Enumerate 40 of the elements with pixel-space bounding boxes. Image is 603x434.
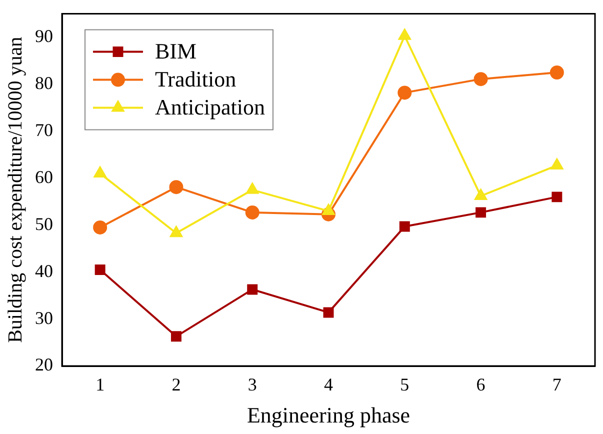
point <box>474 189 487 200</box>
point <box>247 284 258 295</box>
point <box>94 264 106 275</box>
point <box>398 28 411 40</box>
y-tick-label: 30 <box>35 308 53 328</box>
y-tick-label: 50 <box>35 214 53 234</box>
x-tick-label: 5 <box>400 374 410 395</box>
y-tick-label: 70 <box>35 120 53 140</box>
y-tick-label: 90 <box>35 26 53 46</box>
x-axis-title: Engineering phase <box>246 402 410 428</box>
point <box>322 204 335 216</box>
point <box>246 182 259 194</box>
point <box>170 331 182 342</box>
point <box>398 86 412 100</box>
point <box>245 205 260 220</box>
point <box>94 166 106 178</box>
x-tick-label: 2 <box>172 374 181 395</box>
x-tick-label: 4 <box>324 374 333 395</box>
point <box>323 307 334 318</box>
point <box>476 207 486 218</box>
x-tick-label: 3 <box>248 374 257 395</box>
point <box>552 192 562 202</box>
x-tick-label: 7 <box>552 374 562 395</box>
point <box>550 66 564 80</box>
legend-label: Anticipation <box>155 94 265 120</box>
x-tick-label: 1 <box>96 374 105 395</box>
point <box>399 221 410 232</box>
y-tick-label: 40 <box>35 260 53 281</box>
legend-label: Tradition <box>155 66 236 92</box>
point <box>93 220 108 234</box>
legend-label: BIM <box>155 38 197 64</box>
point <box>550 158 564 170</box>
y-tick-label: 80 <box>35 72 53 93</box>
point <box>170 226 182 238</box>
y-tick-label: 20 <box>35 354 53 375</box>
point <box>474 72 488 86</box>
y-tick-label: 60 <box>35 166 53 187</box>
x-tick-label: 6 <box>476 374 486 395</box>
point <box>169 180 184 194</box>
y-axis-title: Building cost expenditure/10000 yuan <box>4 36 26 343</box>
